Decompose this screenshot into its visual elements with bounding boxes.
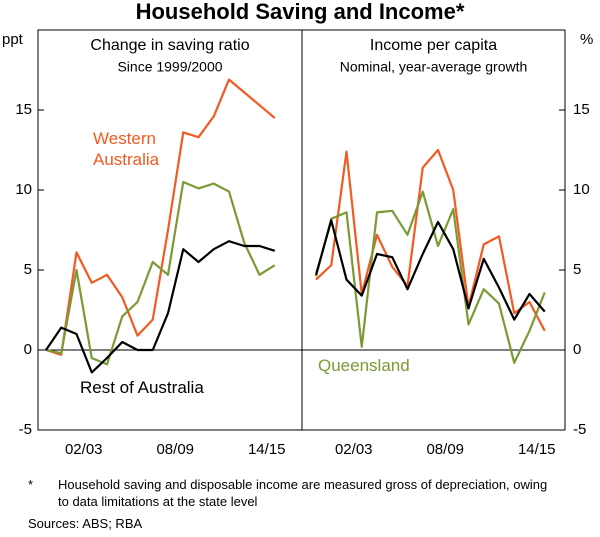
- y-tick-label: 15: [573, 101, 590, 118]
- panel-title: Change in saving ratio: [90, 37, 249, 54]
- y-tick-label: 5: [24, 261, 32, 278]
- x-tick-label: 08/09: [426, 441, 464, 458]
- x-tick-label: 02/03: [335, 441, 373, 458]
- y-tick-label: 10: [573, 181, 590, 198]
- series-label: Queensland: [318, 356, 410, 375]
- panel-subtitle: Since 1999/2000: [117, 59, 222, 75]
- series-line: [45, 180, 276, 366]
- y-tick-label: -5: [573, 421, 586, 438]
- y-unit: %: [580, 31, 593, 48]
- y-tick-label: 5: [573, 261, 581, 278]
- y-tick-label: 15: [15, 101, 32, 118]
- series-label: Western Australia: [93, 129, 160, 169]
- x-tick-label: 14/15: [518, 441, 556, 458]
- sources: Sources: ABS; RBA: [28, 516, 143, 531]
- footnote-marker: *: [28, 477, 34, 492]
- x-tick-label: 14/15: [248, 441, 286, 458]
- series-line: [315, 148, 546, 332]
- footnote: Household saving and disposable income a…: [58, 477, 548, 509]
- series-line: [45, 240, 276, 374]
- panel-title: Income per capita: [370, 37, 497, 54]
- chart-title: Household Saving and Income*: [136, 0, 465, 24]
- x-tick-label: 02/03: [65, 441, 103, 458]
- panel-subtitle: Nominal, year-average growth: [340, 59, 528, 75]
- x-tick-label: 08/09: [156, 441, 194, 458]
- y-tick-label: 0: [24, 341, 32, 358]
- series-line: [314, 190, 546, 364]
- series-line: [314, 219, 546, 321]
- y-tick-label: 10: [15, 181, 32, 198]
- y-unit: ppt: [2, 31, 24, 48]
- series-label: Rest of Australia: [80, 378, 204, 397]
- y-tick-label: 0: [573, 341, 581, 358]
- y-tick-label: -5: [19, 421, 32, 438]
- series-line: [45, 78, 276, 356]
